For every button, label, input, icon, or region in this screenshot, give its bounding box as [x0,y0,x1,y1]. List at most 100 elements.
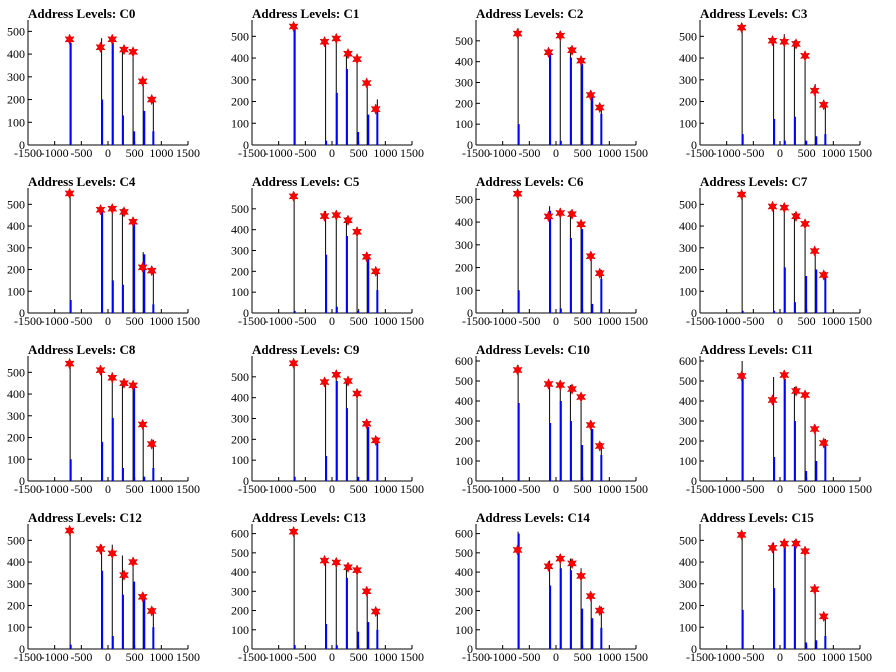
x-tick-label: -1500 [238,482,266,496]
peak-marker [95,364,106,376]
x-tick-label: 500 [126,314,144,328]
y-tick-label: 500 [231,546,249,560]
peak-marker [818,98,829,111]
chart-plot: 0 100 200 300 400 500 -1500-1000 -500 0 500 1000 15… [455,187,648,328]
chart-plot: 0 100 200 300 400 500 600 -1500-1000 -500 0 500 100… [679,354,872,496]
peak-marker [790,210,802,223]
chart-plot: 0 100 200 300 400 500 -1500-1000 -500 0 500 1000 15… [7,356,200,496]
y-tick-label: 200 [7,431,25,445]
x-tick-label: 1000 [373,146,397,160]
peak-marker [361,417,372,430]
bar [741,373,744,481]
peak-marker [64,357,75,370]
bar [549,585,552,649]
bar [773,310,776,313]
chart-plot: 0 100 200 300 400 500 600 -1500-1000 -500 0 500 100… [455,524,648,664]
chart-title: Address Levels: C7 [700,174,808,189]
y-tick-label: 600 [231,527,249,541]
chart-plot: 0 100 200 300 400 500 -1500-1000 -500 0 500 1000 15… [7,524,200,664]
peak-marker [352,225,363,238]
peak-marker [818,269,829,281]
y-tick-label: 0 [19,642,25,656]
peak-marker [585,590,596,602]
y-tick-label: 300 [679,73,697,87]
y-tick-label: 400 [455,565,473,579]
peak-marker [585,89,596,101]
y-tick-label: 100 [231,116,249,130]
bar [111,42,114,145]
peak-marker [767,200,778,213]
peak-marker [543,560,554,573]
y-tick-label: 0 [243,642,249,656]
bar [741,310,744,313]
x-tick-label: 0 [105,482,111,496]
peak-marker [128,46,139,58]
y-tick-label: 100 [231,623,249,637]
peak-marker [576,391,587,403]
bar [367,258,370,313]
bar [569,57,572,145]
x-tick-label: -1000 [265,482,293,496]
y-tick-label: 500 [455,34,473,48]
peak-marker [767,394,778,406]
y-tick-label: 0 [19,474,25,488]
bar [293,476,296,481]
y-tick-label: 0 [243,306,249,320]
peak-marker [512,27,523,40]
bar [376,290,379,313]
x-tick-label: 1000 [597,314,621,328]
peak-marker [288,525,299,538]
peak-marker [543,46,554,59]
bar [121,115,124,145]
peak-marker [800,389,811,401]
chart-panel: Address Levels: C10 0 100 200 300 400 500 600 -1… [448,336,672,504]
x-tick-label: 1500 [176,146,200,160]
y-tick-label: 600 [455,354,473,368]
x-tick-label: -1500 [14,650,42,664]
chart-plot: 0 100 200 300 400 500 -1500-1000 -500 0 500 1000 15… [231,356,424,496]
peak-marker [118,569,130,581]
y-tick-label: 400 [679,219,697,233]
bar [591,303,594,313]
chart-panel: Address Levels: C3 0 100 200 300 400 500 -1500-… [672,0,896,168]
peak-marker [288,190,299,203]
y-tick-label: 100 [231,453,249,467]
y-tick-label: 300 [679,241,697,255]
bar [335,381,338,481]
bar [793,544,796,649]
bar [121,467,124,481]
bar [559,401,562,481]
y-tick-label: 500 [7,197,25,211]
bar [741,609,744,649]
bar [293,310,296,313]
bar [357,631,360,649]
bar [133,221,136,313]
peak-marker [585,250,596,262]
peak-marker [319,35,330,48]
chart-plot: 0 100 200 300 400 500 -1500-1000 -500 0 500 1000 15… [231,20,424,160]
bar [600,455,603,481]
peak-marker [809,423,820,435]
x-tick-label: 0 [105,146,111,160]
peak-marker [331,556,342,569]
peak-marker [319,554,330,567]
peak-marker [361,77,372,89]
x-tick-label: -500 [742,314,764,328]
bar [121,284,124,313]
bar [101,99,104,145]
y-tick-label: 200 [455,261,473,275]
chart-title: Address Levels: C6 [476,174,584,189]
bar [783,544,786,649]
x-tick-label: 1000 [149,314,173,328]
x-tick-label: -500 [518,146,540,160]
x-tick-label: -1000 [713,146,741,160]
y-tick-label: 500 [231,29,249,43]
bar [69,42,72,145]
bar [111,635,114,649]
bar [69,459,72,481]
x-tick-label: 1500 [624,314,648,328]
chart-plot: 0 100 200 300 400 500 -1500-1000 -500 0 500 1000 15… [231,188,424,328]
bar [133,385,136,481]
bar [143,110,146,145]
